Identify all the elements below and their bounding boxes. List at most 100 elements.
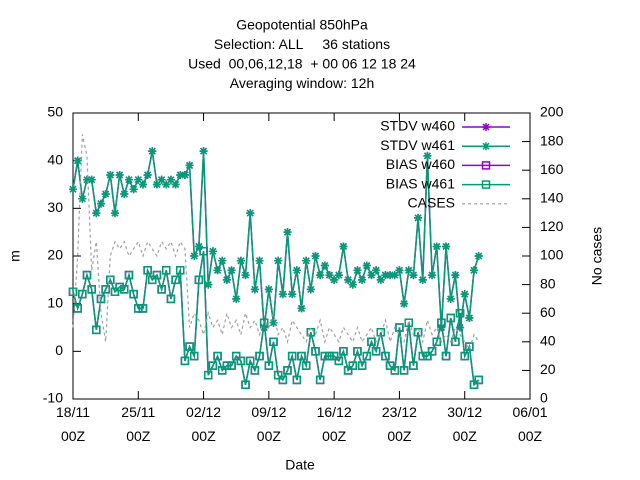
square-marker — [367, 337, 376, 347]
square-marker — [362, 351, 372, 361]
square-marker — [148, 275, 157, 285]
star-marker — [390, 271, 399, 280]
star-marker — [446, 294, 455, 303]
square-marker — [241, 380, 250, 389]
x-tick-label: 06/01 00Z — [512, 404, 547, 444]
square-marker — [250, 366, 260, 375]
square-marker — [339, 347, 348, 356]
square-marker — [134, 304, 143, 313]
star-marker — [162, 180, 171, 189]
y2-tick-label: 100 — [540, 247, 564, 263]
star-marker — [157, 175, 166, 184]
star-marker — [110, 209, 119, 218]
star-marker — [124, 175, 133, 184]
x-tick-label: 23/12 00Z — [382, 404, 417, 444]
y-tick-label: 0 — [55, 342, 63, 358]
x-tick-label: 18/11 00Z — [56, 404, 90, 444]
star-marker — [218, 256, 227, 265]
star-marker — [386, 271, 395, 280]
square-marker — [110, 287, 120, 296]
y2-axis-label: No cases — [589, 227, 605, 285]
star-marker — [348, 280, 357, 289]
square-marker — [269, 337, 278, 347]
series-line — [72, 251, 480, 387]
star-marker — [148, 147, 157, 156]
square-marker — [185, 342, 194, 351]
legend-label: BIAS w461 — [386, 175, 455, 191]
title-line: Used 00,06,12,18 + 00 06 12 18 24 — [188, 56, 416, 72]
square-marker — [264, 361, 274, 370]
star-marker — [465, 313, 474, 322]
star-marker — [344, 275, 353, 284]
star-marker — [194, 242, 203, 251]
square-marker — [413, 328, 423, 337]
square-marker — [189, 351, 199, 361]
square-marker — [469, 380, 479, 389]
y2-tick-label: 120 — [540, 218, 564, 234]
star-marker — [302, 256, 311, 265]
square-marker — [115, 282, 124, 292]
star-marker — [138, 180, 147, 189]
square-marker — [395, 323, 404, 332]
y2-tick-label: 200 — [540, 104, 564, 120]
star-marker — [134, 175, 143, 184]
y2-tick-label: 40 — [540, 333, 556, 349]
y2-tick-label: 80 — [540, 275, 556, 291]
star-marker — [227, 266, 236, 275]
square-marker — [465, 342, 474, 351]
star-marker — [120, 190, 129, 199]
star-marker — [82, 175, 91, 184]
star-marker — [101, 190, 110, 199]
star-marker — [325, 271, 334, 280]
square-marker — [283, 366, 292, 375]
x-tick-label: 09/12 00Z — [251, 404, 286, 444]
square-marker — [227, 361, 236, 370]
star-marker — [166, 175, 175, 184]
star-marker — [376, 275, 385, 284]
star-marker — [353, 266, 362, 275]
star-marker — [73, 156, 82, 165]
square-marker — [329, 351, 339, 361]
star-marker — [143, 170, 152, 179]
square-marker — [162, 266, 171, 275]
star-marker — [381, 271, 390, 280]
star-marker — [395, 266, 404, 275]
star-marker — [246, 209, 255, 218]
square-marker — [166, 294, 176, 304]
square-marker — [418, 351, 427, 361]
square-marker — [451, 337, 460, 347]
star-marker — [185, 161, 194, 170]
y-axis-label: m — [7, 250, 23, 262]
square-marker — [129, 289, 138, 299]
star-marker — [414, 213, 423, 222]
star-marker — [400, 299, 409, 308]
square-marker — [371, 347, 381, 356]
star-marker — [222, 275, 231, 284]
star-marker — [451, 271, 460, 280]
square-marker — [78, 289, 87, 299]
square-marker — [460, 351, 469, 361]
x-tick-label: 02/12 00Z — [186, 404, 221, 444]
square-marker — [217, 366, 227, 375]
star-marker — [306, 285, 315, 294]
square-marker — [171, 275, 180, 285]
square-marker — [399, 366, 409, 375]
square-marker — [138, 304, 148, 313]
square-marker — [385, 361, 395, 370]
square-marker — [343, 366, 353, 375]
star-marker — [278, 290, 287, 299]
star-marker — [69, 185, 77, 194]
square-marker — [120, 285, 129, 294]
star-marker — [241, 271, 250, 280]
square-marker — [301, 361, 311, 370]
square-marker — [390, 366, 400, 375]
star-marker — [232, 294, 241, 303]
square-marker — [287, 351, 297, 361]
square-marker — [315, 375, 325, 385]
star-marker — [432, 242, 441, 251]
star-marker — [297, 304, 306, 313]
square-marker — [194, 275, 204, 285]
y2-tick-label: 160 — [540, 161, 564, 177]
y-tick-label: 10 — [47, 294, 63, 310]
star-marker — [418, 275, 427, 284]
